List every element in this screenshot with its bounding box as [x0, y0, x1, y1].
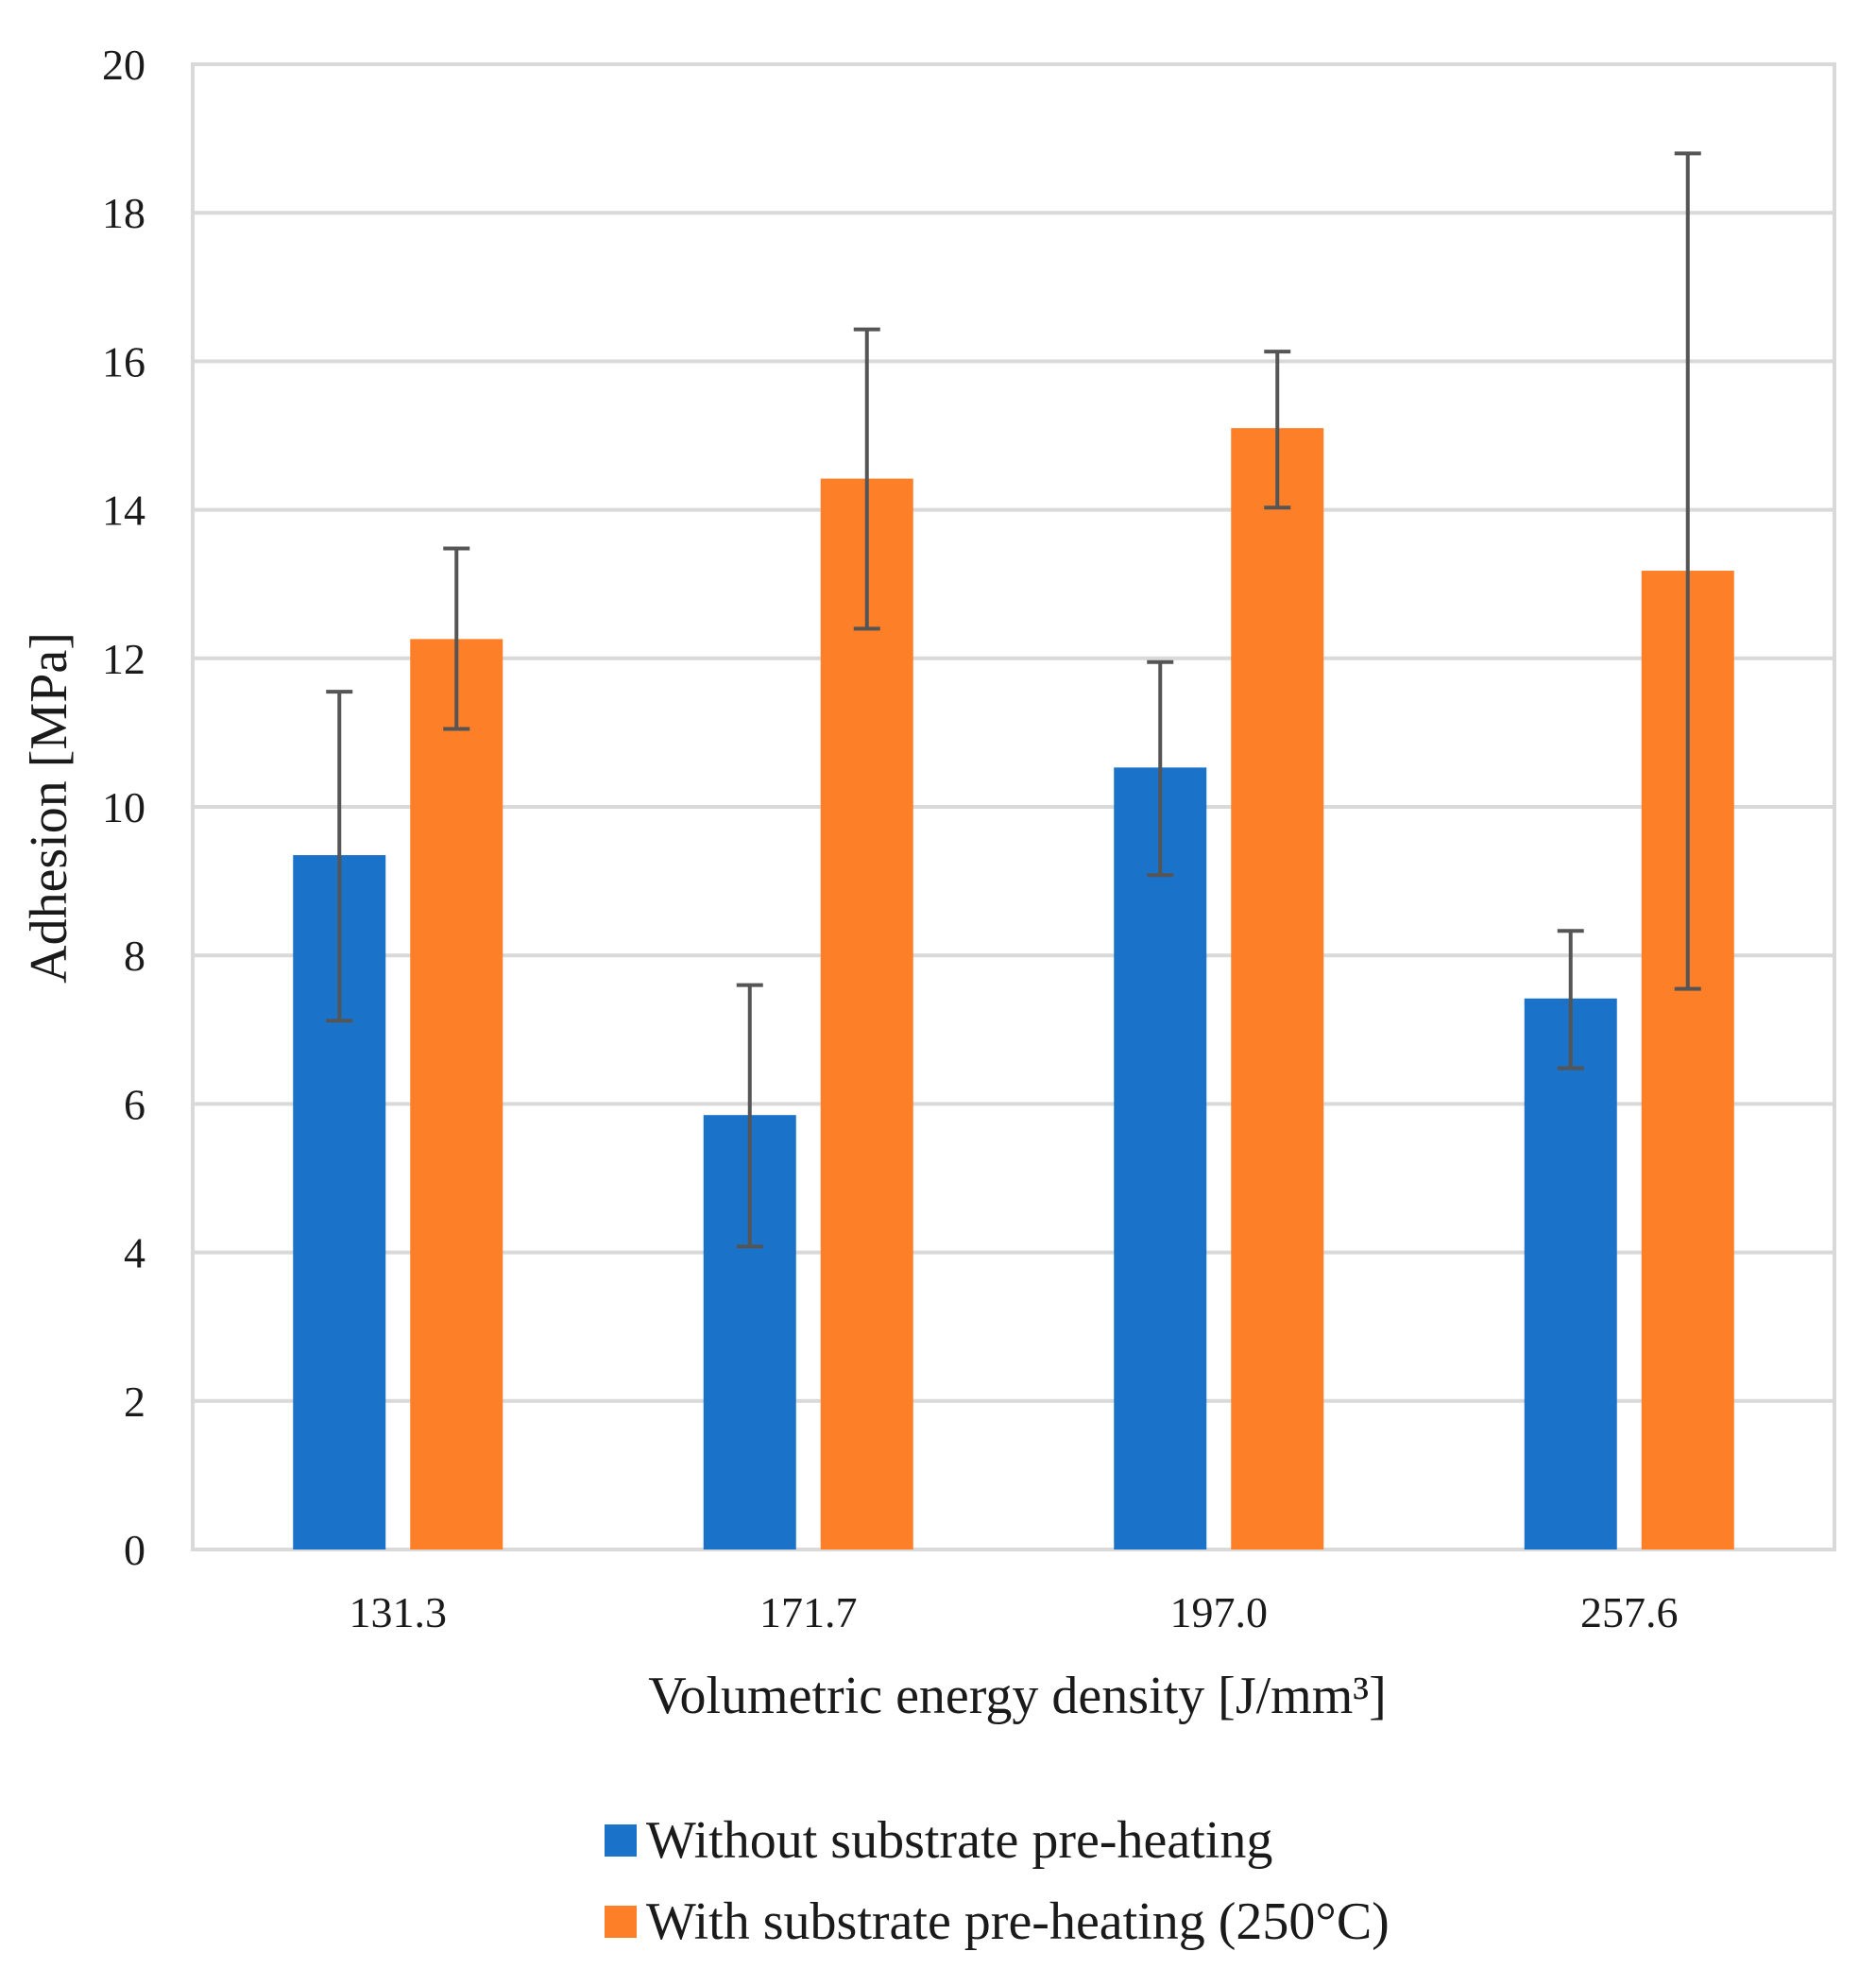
y-tick-label: 4: [124, 1229, 145, 1277]
y-tick-label: 0: [124, 1526, 145, 1574]
bar-series-1-2: [1231, 428, 1324, 1550]
error-bars: [326, 151, 1701, 1249]
x-tick-labels: 131.3 171.7 197.0 257.6: [350, 1588, 1679, 1636]
y-tick-label: 8: [124, 932, 145, 980]
y-tick-label: 10: [102, 783, 145, 831]
x-tick-label: 171.7: [759, 1588, 858, 1636]
legend-label: With substrate pre-heating (250°C): [646, 1892, 1390, 1951]
bar-series-0-3: [1524, 998, 1617, 1550]
legend-item-without-preheating: Without substrate pre-heating: [605, 1800, 1390, 1881]
legend-swatch-blue: [605, 1824, 637, 1857]
legend-swatch-orange: [605, 1906, 637, 1938]
y-tick-label: 14: [102, 487, 145, 535]
y-tick-label: 2: [124, 1378, 145, 1426]
bar-chart: 0 2 4 6 8 10 12 14 16 18 20 131.3 171.7 197.0 257.6 V…: [20, 41, 1836, 1725]
y-tick-label: 16: [102, 337, 145, 385]
y-axis-label: Adhesion [MPa]: [20, 632, 78, 984]
legend: Without substrate pre-heating With subst…: [605, 1800, 1390, 1962]
y-tick-label: 6: [124, 1080, 145, 1128]
legend-item-with-preheating: With substrate pre-heating (250°C): [605, 1881, 1390, 1962]
y-tick-label: 18: [102, 189, 145, 237]
y-tick-label: 12: [102, 635, 145, 683]
y-tick-labels: 0 2 4 6 8 10 12 14 16 18 20: [102, 41, 145, 1574]
x-tick-label: 197.0: [1170, 1588, 1269, 1636]
x-tick-label: 131.3: [350, 1588, 448, 1636]
legend-label: Without substrate pre-heating: [646, 1811, 1273, 1870]
plot-frame: [191, 62, 1836, 1551]
bars: [293, 428, 1734, 1550]
y-tick-label: 20: [102, 41, 145, 89]
x-axis-label: Volumetric energy density [J/mm³]: [648, 1667, 1386, 1725]
bar-series-1-0: [410, 639, 503, 1550]
x-tick-label: 257.6: [1580, 1588, 1679, 1636]
bar-series-1-1: [820, 478, 913, 1550]
bar-series-0-2: [1114, 767, 1207, 1550]
